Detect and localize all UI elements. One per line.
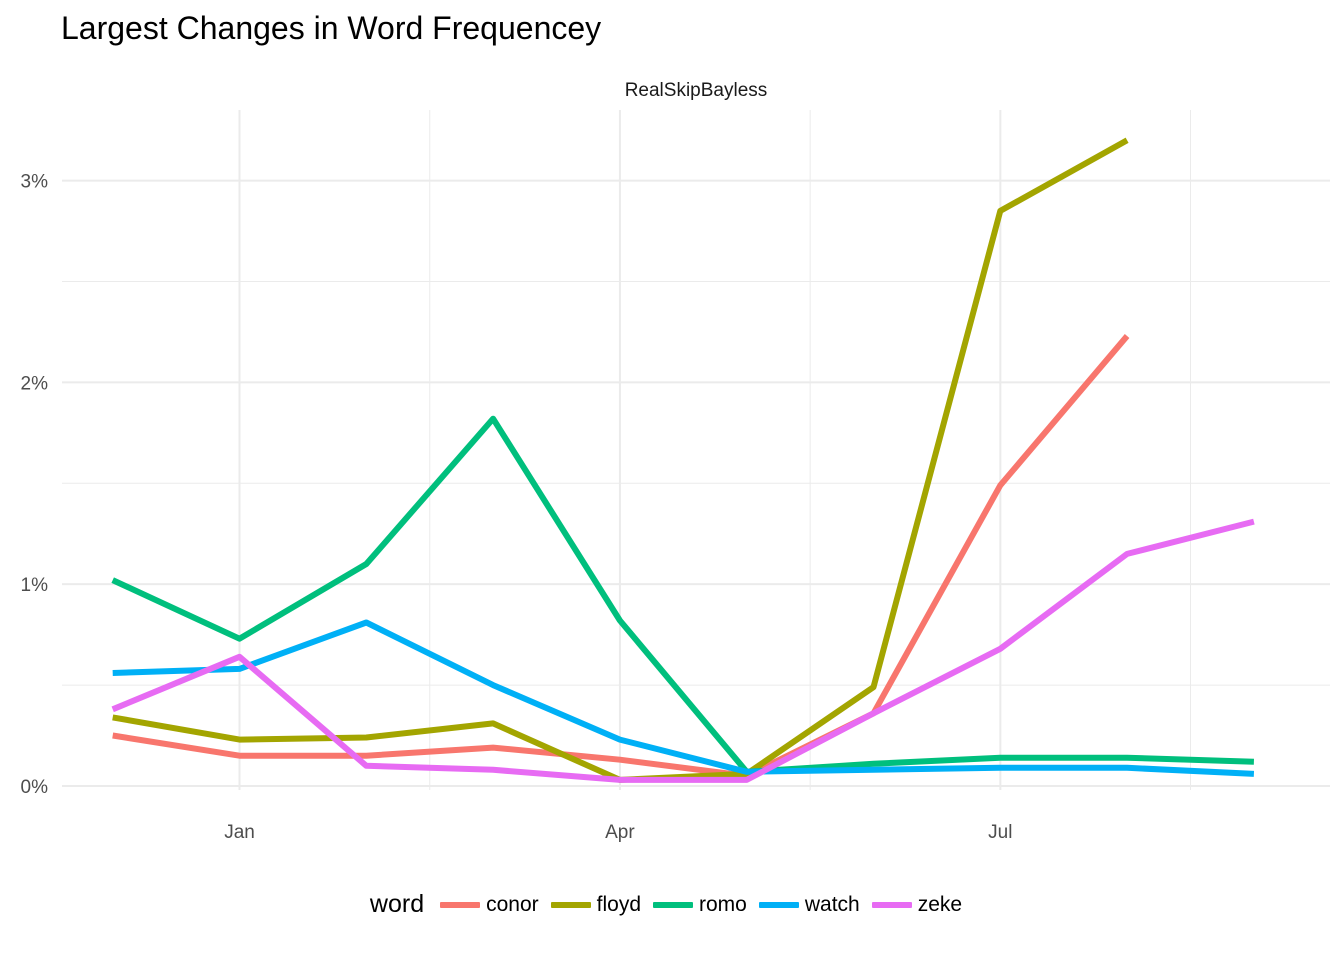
legend-key-swatch <box>440 901 481 908</box>
legend-item-watch: watch <box>758 892 860 917</box>
legend-key-swatch <box>871 901 912 908</box>
series-line-romo <box>111 415 1254 775</box>
legend: word conor floyd romo watch zeke <box>0 890 1344 919</box>
chart-title: Largest Changes in Word Frequencey <box>61 10 602 46</box>
y-tick-label: 3% <box>21 172 49 193</box>
legend-key-swatch <box>758 901 799 908</box>
y-tick-label: 0% <box>21 777 49 798</box>
legend-item-zeke: zeke <box>871 892 963 917</box>
legend-key-swatch <box>550 901 591 908</box>
legend-item-conor: conor <box>440 893 539 917</box>
legend-label: conor <box>486 892 539 916</box>
facet-strip-label: RealSkipBayless <box>625 80 768 101</box>
x-tick-label: Apr <box>605 822 635 843</box>
legend-label: zeke <box>917 892 963 916</box>
x-tick-label: Jan <box>224 822 255 843</box>
legend-item-floyd: floyd <box>550 892 641 917</box>
grid <box>62 110 1330 790</box>
legend-items: conor floyd romo watch zeke <box>440 893 974 917</box>
x-axis: Jan Apr Jul <box>224 822 1012 843</box>
series-line-zeke <box>111 518 1255 783</box>
series-lines <box>111 137 1255 783</box>
y-tick-label: 2% <box>21 373 49 394</box>
legend-item-romo: romo <box>653 893 747 917</box>
y-axis: 0% 1% 2% 3% <box>21 172 49 798</box>
x-tick-label: Jul <box>988 822 1012 843</box>
series-line-watch <box>112 619 1255 777</box>
series-line-conor <box>112 334 1130 779</box>
legend-label: watch <box>804 892 860 916</box>
legend-key-swatch <box>653 901 693 908</box>
legend-title: word <box>369 890 425 918</box>
legend-label: romo <box>699 892 747 916</box>
legend-label: floyd <box>596 892 641 916</box>
y-tick-label: 1% <box>21 575 49 596</box>
